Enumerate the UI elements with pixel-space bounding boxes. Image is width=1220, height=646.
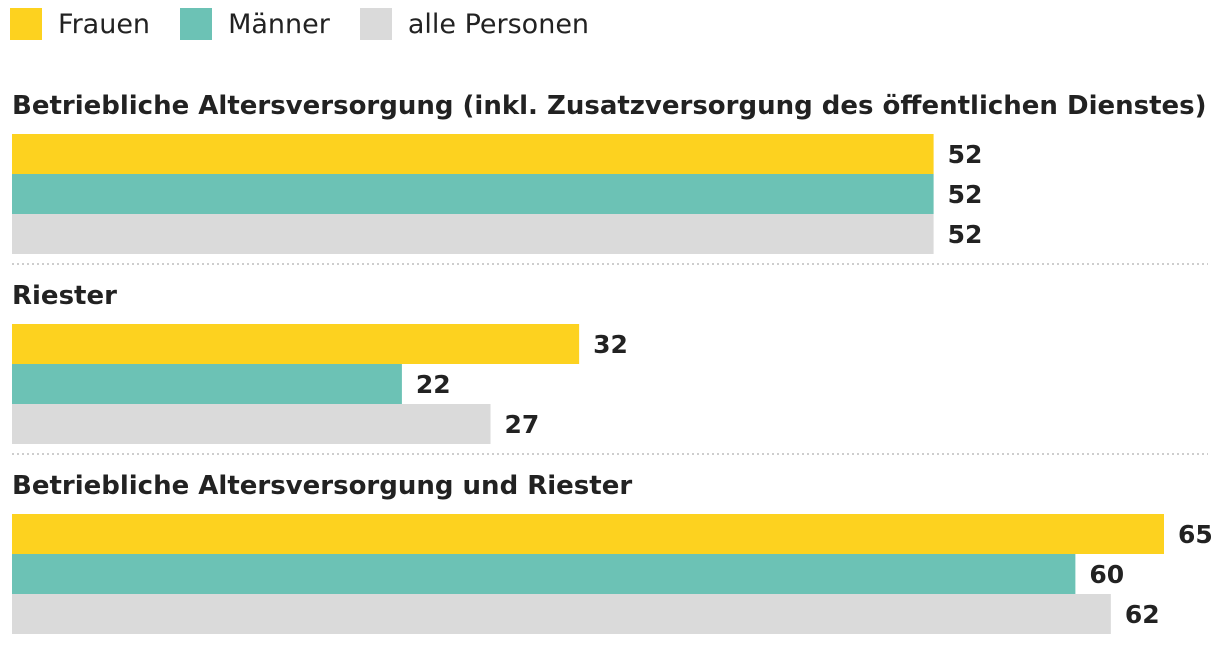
group-1-bar-maenner	[12, 174, 934, 214]
legend-label-frauen: Frauen	[58, 8, 151, 40]
group-1-title: Betriebliche Altersversorgung (inkl. Zus…	[12, 91, 1207, 121]
group-2-value-frauen: 32	[593, 330, 628, 359]
legend-item-frauen: Frauen	[10, 8, 150, 40]
group-1-value-maenner: 52	[948, 180, 983, 209]
group-1-bar-frauen	[12, 134, 934, 174]
legend-label-maenner: Männer	[228, 8, 330, 40]
group-1-value-frauen: 52	[948, 140, 983, 169]
group-3-bar-frauen	[12, 514, 1164, 554]
group-3-bar-maenner	[12, 554, 1076, 594]
group-3-bar-alle-personen	[12, 594, 1111, 634]
group-2-value-maenner: 22	[416, 370, 451, 399]
legend-item-alle-personen: alle Personen	[359, 8, 590, 40]
legend-swatch-frauen	[10, 8, 42, 40]
legend-label-alle-personen: alle Personen	[407, 8, 590, 40]
group-3-value-frauen: 65	[1178, 520, 1213, 549]
group-2-bar-frauen	[12, 324, 580, 364]
group-3-title: Betriebliche Altersversorgung und Rieste…	[12, 471, 632, 501]
group-2-bar-alle-personen	[12, 404, 491, 444]
legend-swatch-alle-personen	[359, 8, 392, 40]
group-1-bar-alle-personen	[12, 214, 934, 254]
group-3-value-maenner: 60	[1089, 560, 1124, 589]
legend-item-maenner: Männer	[180, 8, 330, 40]
legend: Frauen Männer alle Personen	[10, 8, 619, 40]
group-1-value-alle-personen: 52	[948, 220, 983, 249]
group-2-title: Riester	[12, 281, 117, 311]
legend-swatch-maenner	[180, 8, 213, 40]
group-2-bar-maenner	[12, 364, 402, 404]
group-3-value-alle-personen: 62	[1125, 600, 1160, 629]
group-2-value-alle-personen: 27	[505, 410, 540, 439]
